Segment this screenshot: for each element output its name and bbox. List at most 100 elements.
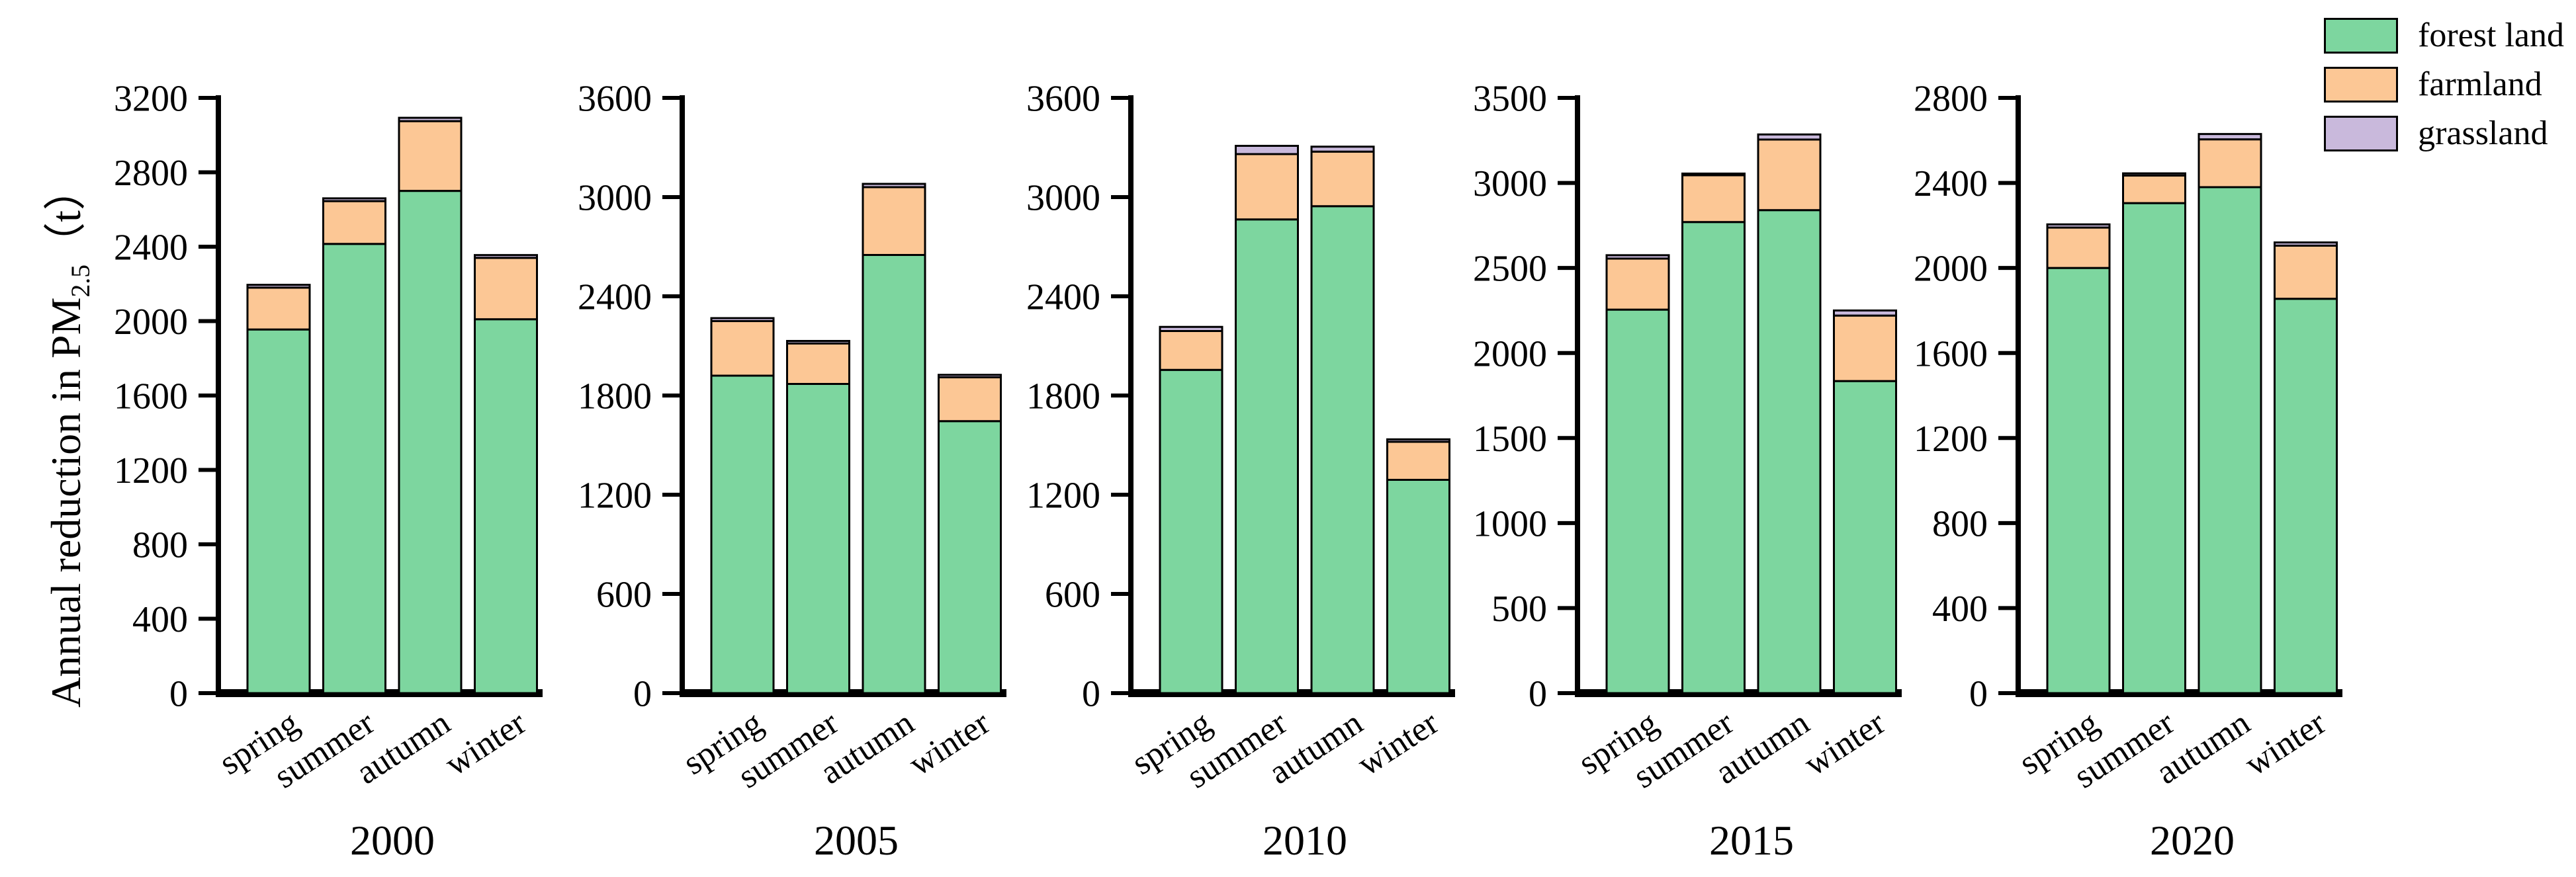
- bar-2010-autumn-farmland: [1310, 150, 1375, 208]
- y-tick-label: 1600: [1914, 333, 1988, 374]
- y-tick-label: 1200: [114, 450, 188, 491]
- y-tick-label: 1200: [1026, 476, 1100, 517]
- farmland-swatch-icon: [2324, 67, 2399, 103]
- legend-label: farmland: [2418, 65, 2542, 103]
- y-tick-label: 2000: [1473, 333, 1547, 374]
- chart-panel-2010: 060012001800240030003600springsummerautu…: [1026, 79, 1455, 864]
- bar-2005-winter-forest-land: [938, 420, 1002, 694]
- y-tick-label: 0: [169, 674, 188, 715]
- bar-2020-summer-forest-land: [2122, 202, 2186, 694]
- y-tick-label: 2400: [1026, 277, 1100, 318]
- bar-2015-autumn-forest-land: [1757, 209, 1822, 694]
- y-tick-label: 2400: [114, 228, 188, 269]
- forest-land-swatch-icon: [2324, 18, 2399, 54]
- bar-2010-winter-farmland: [1386, 440, 1450, 481]
- bar-2005-winter-farmland: [938, 376, 1002, 423]
- y-tick-label: 1200: [578, 476, 652, 517]
- bar-2020-spring-forest-land: [2046, 267, 2111, 694]
- legend-item-grassland: grassland: [2324, 115, 2564, 152]
- bar-2020-summer-farmland: [2122, 174, 2186, 204]
- year-label-2000: 2000: [350, 817, 435, 864]
- bar-2000-winter-farmland: [474, 257, 538, 321]
- y-tick-label: 1500: [1473, 419, 1547, 460]
- bar-2020-spring-farmland: [2046, 226, 2111, 269]
- bar-2000-summer-grassland: [322, 197, 386, 202]
- bar-2005-winter-grassland: [938, 374, 1002, 378]
- y-tick-label: 0: [1969, 674, 1988, 715]
- bar-2010-autumn-grassland: [1310, 146, 1375, 153]
- bar-2015-winter-grassland: [1833, 309, 1897, 317]
- bar-2020-autumn-farmland: [2198, 138, 2262, 188]
- y-tick-label: 3600: [1026, 79, 1100, 120]
- chart-panel-2015: 0500100015002000250030003500springsummer…: [1473, 79, 1902, 864]
- y-tick-label: 2000: [1914, 249, 1988, 290]
- bar-2015-winter-forest-land: [1833, 380, 1897, 694]
- y-tick-label: 3200: [114, 79, 188, 120]
- year-label-2020: 2020: [2150, 817, 2235, 864]
- y-tick-label: 1800: [1026, 376, 1100, 417]
- chart-panel-2020: 040080012001600200024002800springsummera…: [1914, 79, 2342, 864]
- y-tick-label: 800: [132, 525, 188, 566]
- bar-2000-spring-farmland: [246, 286, 311, 331]
- y-tick-label: 3000: [1026, 178, 1100, 219]
- bar-2015-spring-farmland: [1605, 257, 1670, 311]
- y-tick-label: 400: [132, 599, 188, 640]
- y-tick-label: 400: [1932, 589, 1988, 630]
- y-tick-label: 0: [1529, 674, 1547, 715]
- bar-2020-autumn-forest-land: [2198, 186, 2262, 694]
- bar-2020-winter-farmland: [2274, 244, 2338, 300]
- chart-panel-2005: 060012001800240030003600springsummerautu…: [578, 79, 1006, 864]
- bar-2005-spring-farmland: [710, 320, 775, 377]
- legend-label: forest land: [2418, 17, 2564, 54]
- bar-2015-spring-grassland: [1605, 254, 1670, 260]
- y-tick-label: 0: [1082, 674, 1100, 715]
- y-tick-label: 0: [633, 674, 652, 715]
- year-label-2005: 2005: [814, 817, 899, 864]
- bar-2005-autumn-forest-land: [862, 254, 926, 694]
- bar-2010-winter-grassland: [1386, 438, 1450, 443]
- y-tick-label: 2500: [1473, 249, 1547, 290]
- bar-2020-winter-forest-land: [2274, 298, 2338, 694]
- y-tick-label: 2400: [578, 277, 652, 318]
- legend-item-forest-land: forest land: [2324, 17, 2564, 54]
- bar-2010-spring-farmland: [1159, 330, 1223, 371]
- y-tick-label: 600: [1045, 575, 1100, 616]
- bar-2000-summer-farmland: [322, 200, 386, 245]
- y-tick-label: 3500: [1473, 79, 1547, 120]
- bar-2020-winter-grassland: [2274, 241, 2338, 247]
- bar-2015-summer-grassland: [1681, 172, 1746, 177]
- bar-2015-autumn-farmland: [1757, 138, 1822, 212]
- chart-panel-2000: 0400800120016002000240028003200springsum…: [114, 79, 543, 864]
- y-tick-label: 1000: [1473, 503, 1547, 544]
- y-tick-label: 2800: [114, 153, 188, 194]
- bar-2000-autumn-farmland: [398, 120, 463, 192]
- bar-2000-autumn-grassland: [398, 116, 463, 122]
- bar-2015-summer-farmland: [1681, 174, 1746, 224]
- grassland-swatch-icon: [2324, 116, 2399, 151]
- bar-2005-spring-forest-land: [710, 374, 775, 694]
- bar-2000-winter-grassland: [474, 254, 538, 259]
- bar-2010-autumn-forest-land: [1310, 205, 1375, 694]
- y-tick-label: 3600: [578, 79, 652, 120]
- bar-2000-spring-forest-land: [246, 328, 311, 694]
- bar-2020-autumn-grassland: [2198, 133, 2262, 141]
- bar-2010-summer-farmland: [1235, 153, 1299, 221]
- bar-2015-autumn-grassland: [1757, 133, 1822, 141]
- legend-label: grassland: [2418, 114, 2548, 152]
- bar-2020-summer-grassland: [2122, 172, 2186, 177]
- bar-2010-summer-forest-land: [1235, 218, 1299, 694]
- bar-2000-autumn-forest-land: [398, 190, 463, 694]
- y-tick-label: 2800: [1914, 79, 1988, 120]
- x-tick-label: winter: [2239, 704, 2332, 783]
- bar-2005-summer-farmland: [786, 342, 850, 385]
- y-tick-label: 1800: [578, 376, 652, 417]
- y-tick-label: 3000: [578, 178, 652, 219]
- y-tick-label: 2000: [114, 302, 188, 343]
- bar-2005-autumn-grassland: [862, 183, 926, 188]
- bar-2005-summer-forest-land: [786, 383, 850, 694]
- bar-2015-winter-farmland: [1833, 314, 1897, 382]
- legend: forest land farmland grassland: [2324, 17, 2564, 164]
- year-label-2015: 2015: [1709, 817, 1794, 864]
- y-tick-label: 3000: [1473, 163, 1547, 204]
